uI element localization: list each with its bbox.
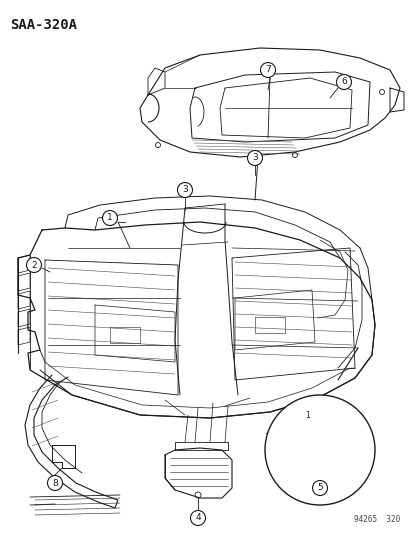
Text: 5: 5 [316,483,322,492]
Circle shape [260,62,275,77]
Text: 6: 6 [340,77,346,86]
Circle shape [190,511,205,526]
Circle shape [336,75,351,90]
Circle shape [247,150,262,166]
Text: 4: 4 [195,513,200,522]
Text: 3: 3 [252,154,257,163]
Circle shape [312,481,327,496]
Text: 1: 1 [107,214,113,222]
Circle shape [102,211,117,225]
Text: 3: 3 [182,185,188,195]
Circle shape [264,395,374,505]
Circle shape [177,182,192,198]
Text: 2: 2 [31,261,37,270]
Text: 7: 7 [264,66,270,75]
Text: 94265  320: 94265 320 [353,515,399,524]
Circle shape [26,257,41,272]
Text: SAA-320A: SAA-320A [10,18,77,32]
Text: 8: 8 [52,479,58,488]
Text: 1: 1 [304,411,309,420]
Circle shape [47,475,62,490]
